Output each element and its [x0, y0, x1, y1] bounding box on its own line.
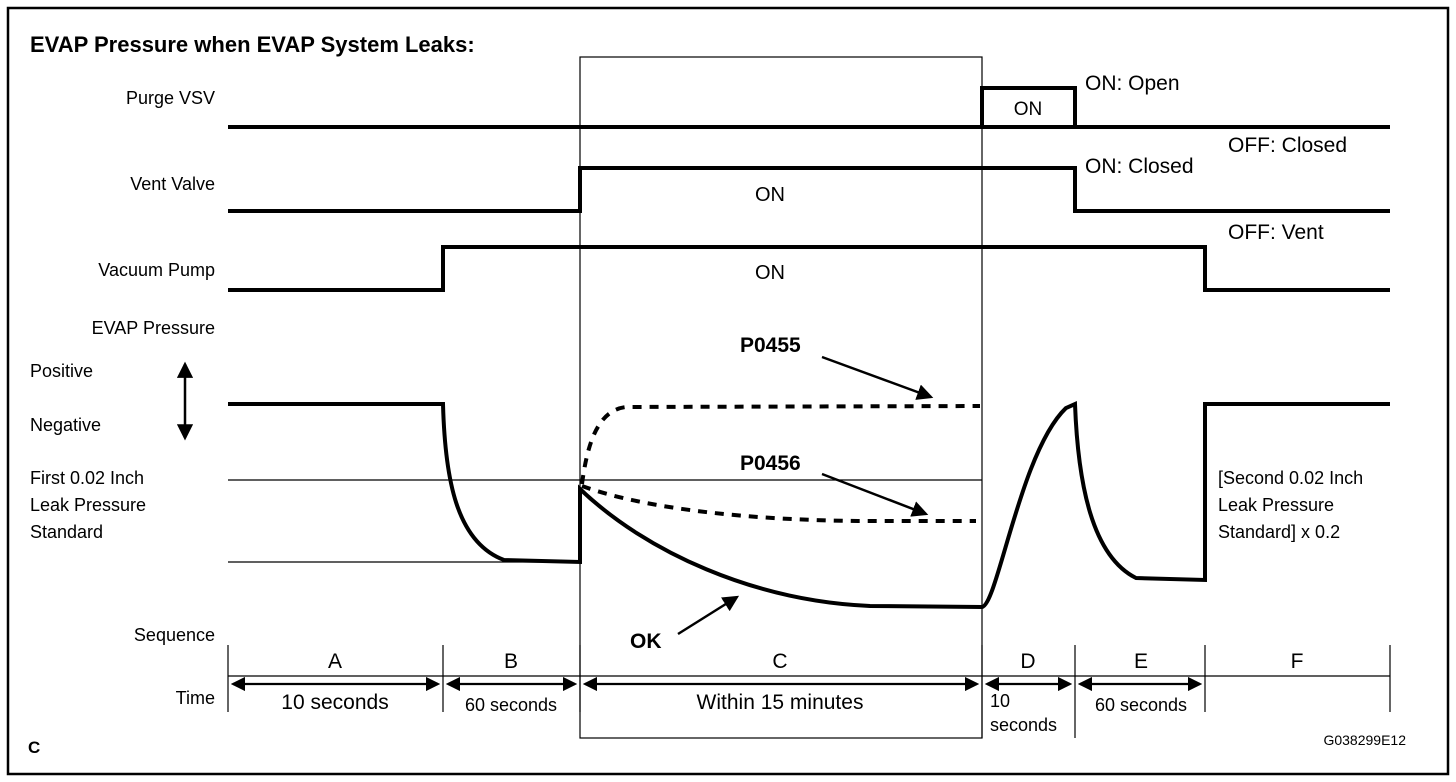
time-value-d-line-1: 10	[990, 691, 1010, 711]
p0455-arrow-icon	[821, 355, 934, 400]
negative-label: Negative	[30, 415, 101, 435]
section-c-outline	[579, 56, 983, 739]
time-value-c: Within 15 minutes	[697, 691, 864, 714]
time-value-e: 60 seconds	[1095, 695, 1187, 715]
sequence-step-b: B	[504, 650, 518, 673]
second-standard-line-3: Standard] x 0.2	[1218, 522, 1340, 542]
positive-label: Positive	[30, 361, 93, 381]
ok-label: OK	[630, 630, 662, 653]
first-standard-line-3: Standard	[30, 522, 103, 542]
diagram-title: EVAP Pressure when EVAP System Leaks:	[30, 32, 475, 57]
evap-pressure-trace	[228, 400, 1390, 610]
time-value-b: 60 seconds	[465, 695, 557, 715]
purge-vsv-legend-on: ON: Open	[1085, 72, 1180, 95]
time-row-label: Time	[176, 688, 215, 708]
vacuum-pump-trace	[228, 245, 1390, 292]
p0455-leak-curve	[580, 404, 981, 485]
purge-vsv-on-label: ON	[1014, 99, 1043, 120]
p0456-label: P0456	[740, 452, 801, 475]
time-value-a: 10 seconds	[281, 691, 388, 714]
sequence-row-label: Sequence	[134, 625, 215, 645]
purge-vsv-label: Purge VSV	[126, 88, 215, 108]
vent-valve-legend-off: OFF: Vent	[1228, 221, 1324, 244]
purge-vsv-trace	[228, 86, 1390, 129]
vent-valve-trace	[228, 166, 1390, 213]
first-standard-label: First 0.02 Inch Leak Pressure Standard	[30, 468, 146, 542]
ok-arrow-icon	[677, 595, 740, 636]
vent-valve-on-label: ON	[755, 184, 785, 206]
time-value-d-line-2: seconds	[990, 715, 1057, 735]
time-value-d: 10 seconds	[990, 691, 1057, 735]
sequence-step-f: F	[1291, 650, 1304, 673]
vacuum-pump-label: Vacuum Pump	[98, 260, 215, 280]
diagram-border	[6, 6, 1450, 776]
second-standard-line-2: Leak Pressure	[1218, 495, 1334, 515]
sequence-step-d: D	[1020, 650, 1035, 673]
figure-id: G038299E12	[1323, 732, 1406, 748]
signal-traces	[228, 86, 1390, 292]
purge-vsv-legend-off: OFF: Closed	[1228, 134, 1347, 157]
sequence-step-a: A	[328, 650, 342, 673]
vent-valve-label: Vent Valve	[130, 174, 215, 194]
vent-valve-legend-on: ON: Closed	[1085, 155, 1194, 178]
evap-pressure-label: EVAP Pressure	[92, 318, 215, 338]
first-standard-line-1: First 0.02 Inch	[30, 468, 144, 488]
second-standard-label: [Second 0.02 Inch Leak Pressure Standard…	[1218, 468, 1363, 542]
p0456-leak-curve	[581, 484, 976, 523]
second-standard-line-1: [Second 0.02 Inch	[1218, 468, 1363, 488]
sequence-steps: A B C D E F	[328, 650, 1303, 673]
first-standard-line-2: Leak Pressure	[30, 495, 146, 515]
sequence-step-c: C	[772, 650, 787, 673]
vacuum-pump-on-label: ON	[755, 262, 785, 284]
sequence-step-e: E	[1134, 650, 1148, 673]
page-marker: C	[28, 738, 40, 757]
p0456-arrow-icon	[821, 472, 929, 517]
p0455-label: P0455	[740, 334, 801, 357]
sequence-grid-lines	[227, 645, 1391, 738]
